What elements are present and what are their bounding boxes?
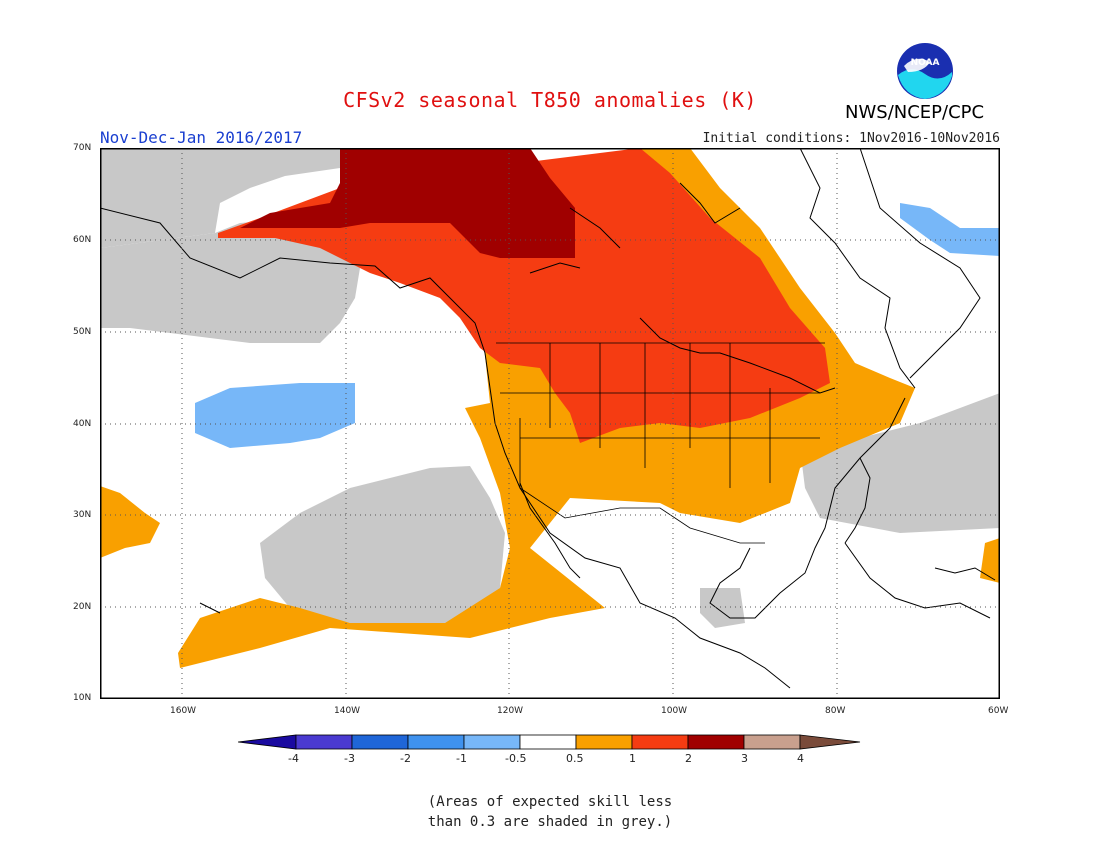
legend-label: 3 [741, 752, 748, 765]
lon-label: 60W [988, 706, 1009, 716]
legend-swatch [351, 734, 409, 750]
legend-label: 0.5 [566, 752, 584, 765]
initial-conditions: Initial conditions: 1Nov2016-10Nov2016 [702, 131, 1000, 146]
graticule [100, 148, 1000, 699]
lon-label: 120W [497, 706, 524, 716]
lat-label: 20N [73, 602, 92, 612]
legend-label: -4 [288, 752, 299, 765]
legend-label: -1 [456, 752, 467, 765]
legend-swatch [295, 734, 353, 750]
skill-note: (Areas of expected skill less than 0.3 a… [0, 792, 1100, 832]
legend-swatch [407, 734, 465, 750]
svg-text:NOAA: NOAA [911, 58, 940, 68]
legend-swatch [687, 734, 745, 750]
anomaly-2-to-3 [240, 148, 575, 258]
color-legend-bar [238, 734, 861, 750]
skill-note-line: (Areas of expected skill less [427, 794, 673, 810]
legend-swatch [238, 734, 297, 750]
legend-label: 2 [685, 752, 692, 765]
agency-label: NWS/NCEP/CPC [845, 102, 985, 123]
coastlines [100, 148, 996, 689]
noaa-logo: NOAA [896, 42, 954, 100]
lat-label: 40N [73, 419, 92, 429]
legend-swatch [631, 734, 689, 750]
legend-swatch [799, 734, 861, 750]
lon-label: 100W [661, 706, 688, 716]
map-frame [100, 148, 1000, 699]
political-borders [496, 342, 825, 544]
legend-swatch [743, 734, 801, 750]
anomaly-map [100, 148, 1000, 699]
legend-swatch [519, 734, 577, 750]
lon-label: 140W [334, 706, 361, 716]
lat-label: 50N [73, 327, 92, 337]
lon-label: 80W [825, 706, 846, 716]
anomaly-negative [195, 203, 1000, 448]
legend-swatch [463, 734, 521, 750]
legend-label: -3 [344, 752, 355, 765]
lat-label: 70N [73, 143, 92, 153]
lon-label: 160W [170, 706, 197, 716]
legend-swatch [575, 734, 633, 750]
forecast-period: Nov-Dec-Jan 2016/2017 [100, 128, 303, 147]
legend-label: 1 [629, 752, 636, 765]
legend-label: -2 [400, 752, 411, 765]
lat-label: 30N [73, 510, 92, 520]
lat-label: 10N [73, 693, 92, 703]
legend-label: 4 [797, 752, 804, 765]
map-title: CFSv2 seasonal T850 anomalies (K) [343, 88, 757, 112]
skill-note-line: than 0.3 are shaded in grey.) [427, 814, 673, 830]
legend-label: -0.5 [505, 752, 527, 765]
lat-label: 60N [73, 235, 92, 245]
